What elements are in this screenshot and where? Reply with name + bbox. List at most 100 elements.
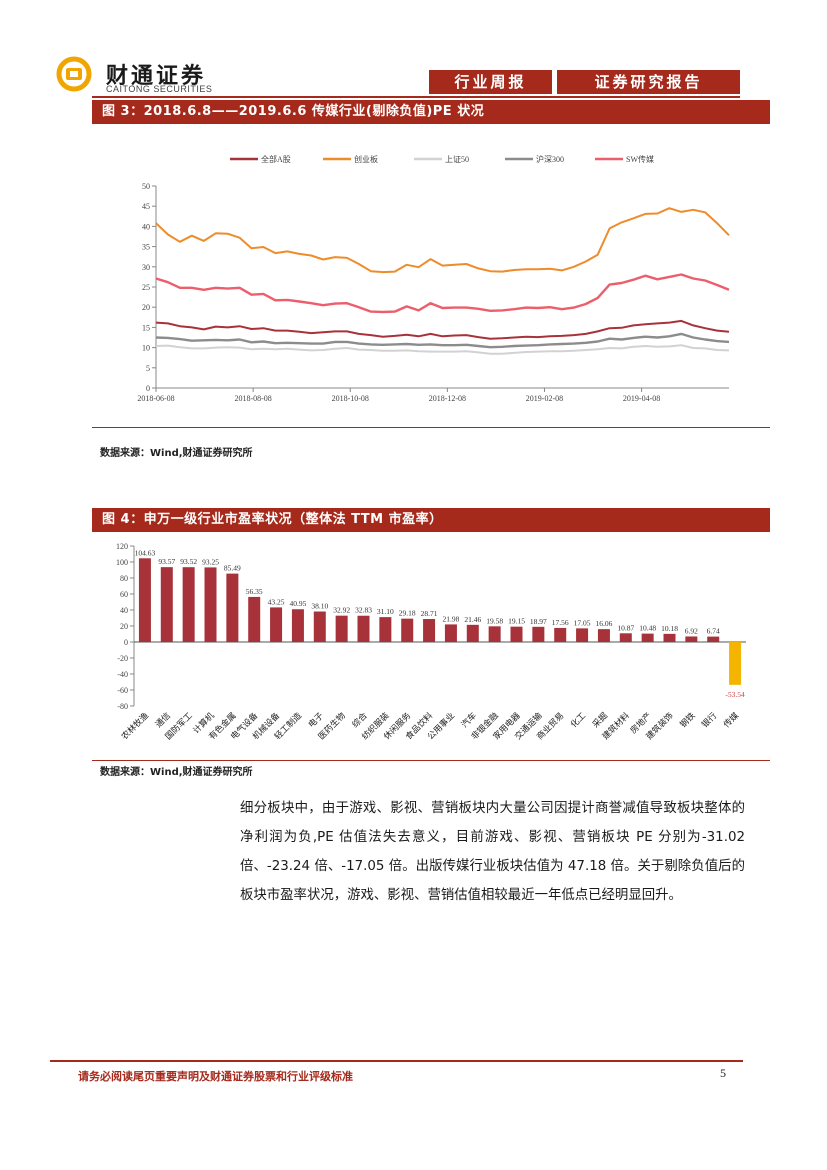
bar (532, 626, 545, 642)
x-tick-label: 2018-10-08 (332, 394, 369, 403)
bar (663, 633, 676, 642)
bar (138, 558, 151, 642)
y-tick-label: 35 (142, 243, 150, 252)
y-tick-label: 5 (146, 364, 150, 373)
bar-value-label: 31.10 (377, 607, 394, 616)
x-tick-label: 2018-08-08 (234, 394, 271, 403)
figure3-title: 图 3：2018.6.8——2019.6.6 传媒行业(剔除负值)PE 状况 (92, 100, 770, 124)
y-tick-label: 15 (142, 323, 150, 332)
bar-value-label: 21.46 (464, 615, 481, 624)
bar-value-label: 19.58 (486, 616, 503, 625)
bar (335, 615, 348, 642)
y-tick-label: -40 (117, 670, 128, 679)
series-line (155, 207, 730, 274)
y-tick-label: 45 (142, 202, 150, 211)
y-tick-label: -80 (117, 702, 128, 711)
bar (313, 611, 326, 642)
bar-value-label: 93.25 (202, 557, 219, 566)
bar-value-label: 40.95 (289, 599, 306, 608)
bar (488, 626, 501, 642)
category-label: 银行 (700, 710, 720, 730)
bar-value-label: 10.87 (617, 623, 634, 632)
x-tick-label: 2019-04-08 (623, 394, 660, 403)
bar (444, 624, 457, 642)
bar (401, 618, 414, 642)
y-tick-label: 100 (116, 558, 128, 567)
bar (510, 626, 523, 642)
category-label: 采掘 (590, 710, 610, 730)
series-line (155, 273, 730, 314)
bar-value-label: 93.57 (158, 557, 175, 566)
body-paragraph: 细分板块中，由于游戏、影视、营销板块内大量公司因提计商誉减值导致板块整体的净利润… (240, 794, 745, 910)
figure4-title: 图 4：申万一级行业市盈率状况（整体法 TTM 市盈率） (92, 508, 770, 532)
bar-value-label: 19.15 (508, 617, 525, 626)
bar (597, 629, 610, 642)
y-tick-label: -60 (117, 686, 128, 695)
bar-value-label: 32.83 (355, 606, 372, 615)
bar-value-label: 38.10 (311, 602, 328, 611)
legend-label: 全部A股 (261, 154, 291, 164)
category-label: 钢铁 (678, 710, 698, 730)
bar-value-label: 17.05 (574, 618, 591, 627)
logo-en-text: CAITONG SECURITIES (106, 84, 213, 94)
bar-value-label: 6.74 (707, 627, 720, 636)
category-label: 汽车 (459, 710, 479, 730)
bar-value-label: 56.35 (246, 587, 263, 596)
logo-cn-text: 财通证券 (106, 63, 207, 89)
page-number: 5 (720, 1066, 726, 1080)
figure4-rule (92, 760, 770, 761)
y-tick-label: 20 (120, 622, 128, 631)
y-tick-label: 40 (120, 606, 128, 615)
bar-value-label: 16.06 (595, 619, 612, 628)
bar-value-label: 18.97 (530, 617, 547, 626)
series-line (155, 319, 730, 340)
bar (248, 596, 261, 642)
bar (160, 567, 173, 642)
y-tick-label: 20 (142, 303, 150, 312)
y-tick-label: 0 (124, 638, 128, 647)
bar-value-label: 104.63 (135, 548, 156, 557)
bar (204, 567, 217, 642)
bar-value-label: 29.18 (399, 609, 416, 618)
y-tick-label: 25 (142, 283, 150, 292)
category-label: 化工 (568, 710, 588, 730)
figure4-title-text: 图 4：申万一级行业市盈率状况（整体法 TTM 市盈率） (102, 512, 443, 527)
bar (379, 617, 392, 642)
bar (466, 624, 479, 642)
series-line (155, 332, 730, 349)
pe-line-chart: 0 5 10 15 20 25 30 35 40 45 50 2018-06-08 2018-08-08… (137, 154, 730, 403)
bar (729, 642, 742, 685)
bar-value-label: 6.92 (685, 626, 698, 635)
bar (270, 607, 283, 642)
y-tick-label: 60 (120, 590, 128, 599)
x-tick-label: 2018-12-08 (429, 394, 466, 403)
legend-label: 上证50 (445, 155, 469, 164)
bar (576, 628, 589, 642)
footer-rule (50, 1060, 743, 1062)
category-label: 传媒 (721, 710, 741, 730)
bar (182, 567, 195, 642)
bar (554, 627, 567, 642)
figure3-title-text: 图 3：2018.6.8——2019.6.6 传媒行业(剔除负值)PE 状况 (102, 104, 485, 119)
figure3-source: 数据来源：Wind,财通证券研究所 (100, 448, 253, 459)
bar (226, 573, 239, 642)
legend-label: 沪深300 (536, 154, 564, 164)
bar-value-label: 85.49 (224, 564, 241, 573)
bar-value-label: 93.52 (180, 557, 197, 566)
bar-value-label: 17.56 (552, 618, 569, 627)
x-tick-label: 2018-06-08 (137, 394, 174, 403)
bar-value-label: -53.54 (725, 690, 745, 699)
y-tick-label: 120 (116, 542, 128, 551)
figure4-source: 数据来源：Wind,财通证券研究所 (100, 767, 253, 778)
bar-value-label: 32.92 (333, 606, 350, 615)
bar (619, 633, 632, 642)
body-paragraph-text: 细分板块中，由于游戏、影视、营销板块内大量公司因提计商誉减值导致板块整体的净利润… (240, 801, 745, 903)
bar-value-label: 43.25 (268, 597, 285, 606)
page-header: 财通证券 CAITONG SECURITIES 行业周报 证券研究报告 (0, 0, 827, 100)
bar-value-label: 10.18 (661, 624, 678, 633)
y-tick-label: 30 (142, 263, 150, 272)
bar (423, 619, 436, 642)
series-line (155, 344, 730, 355)
legend-label: 创业板 (354, 154, 378, 164)
bar-value-label: 10.48 (639, 624, 656, 633)
